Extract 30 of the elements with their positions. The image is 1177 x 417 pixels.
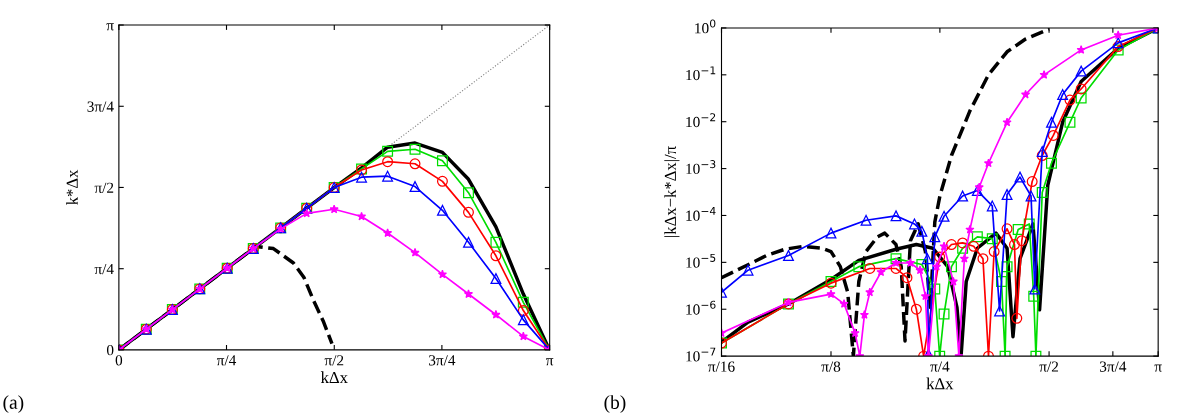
x-tick-label: π/8 (821, 361, 841, 372)
y-tick-label: 10$^{−7}$ (686, 347, 716, 362)
x-tick-label: π/16 (708, 361, 735, 372)
y-tick-label: 10$^{0}$ (695, 19, 716, 34)
x-tick-label: π/2 (324, 355, 344, 366)
x-axis-title: kΔx (926, 377, 954, 390)
y-tick-label: 10$^{−2}$ (686, 113, 716, 128)
x-tick-label: 3π/4 (429, 355, 456, 366)
y-tick-label: 3π/4 (87, 101, 114, 112)
x-tick-label: π/4 (216, 355, 237, 366)
y-tick-label: 10$^{−6}$ (686, 300, 716, 315)
y-tick-label: 10$^{−5}$ (686, 253, 716, 268)
x-tick-label: π (1154, 364, 1162, 372)
x-tick-label: π/4 (930, 361, 950, 372)
x-tick-label: π (546, 358, 554, 366)
y-axis-title: k*Δx (66, 169, 78, 205)
x-tick-label: π/2 (1039, 361, 1059, 372)
x-axis-title: kΔx (320, 371, 348, 383)
y-tick-label: π/2 (94, 182, 114, 193)
y-tick-label: 10$^{−1}$ (686, 66, 716, 81)
y-tick-label: 10$^{−3}$ (686, 160, 716, 175)
y-axis-title: |kΔx−k*Δx|/π (664, 146, 680, 237)
y-tick-label: 0 (106, 345, 114, 356)
text: (a) (3, 395, 24, 413)
y-tick-label: π/4 (94, 263, 114, 275)
x-tick-label: 3π/4 (1099, 361, 1127, 372)
y-tick-label: π (106, 23, 114, 31)
x-tick-label: 0 (115, 355, 123, 366)
text: (b) (604, 395, 626, 413)
y-tick-label: 10$^{−4}$ (686, 207, 716, 221)
